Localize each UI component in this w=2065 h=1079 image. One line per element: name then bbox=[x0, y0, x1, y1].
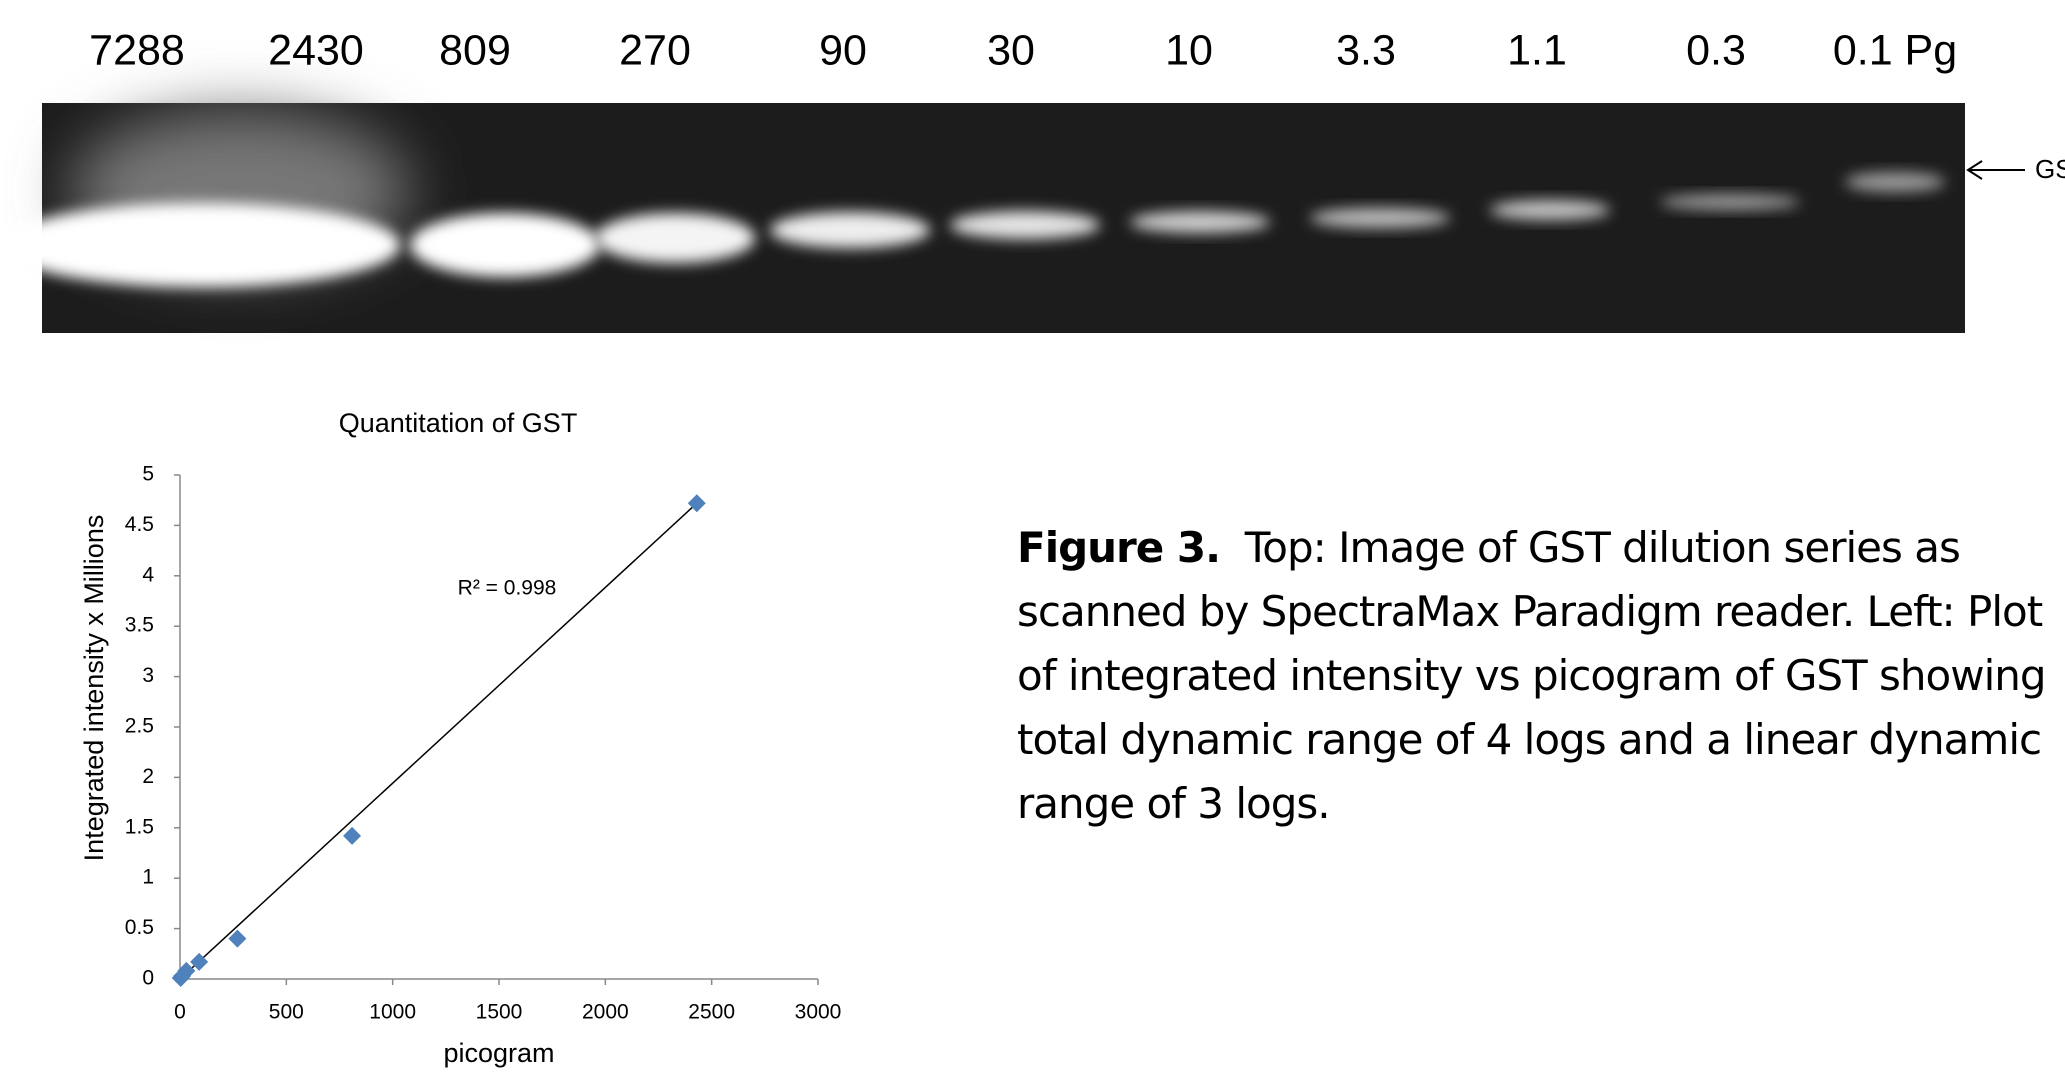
lane-label: 1.1 bbox=[1507, 26, 1567, 74]
y-axis-label: Integrated intensity x Millions bbox=[79, 515, 109, 862]
y-tick-label: 1 bbox=[142, 866, 154, 889]
page: GST Quantitation of GST picogram Integra… bbox=[0, 0, 2065, 1079]
caption: Figure 3. Top: Image of GST dilution ser… bbox=[1017, 516, 2057, 836]
y-tick-label: 2.5 bbox=[125, 715, 154, 738]
x-tick-label: 1000 bbox=[369, 1001, 416, 1024]
x-tick-label: 500 bbox=[269, 1001, 304, 1024]
x-tick-label: 2000 bbox=[582, 1001, 629, 1024]
x-tick-label: 1500 bbox=[476, 1001, 523, 1024]
trendline bbox=[180, 503, 697, 979]
y-tick-label: 4 bbox=[142, 563, 154, 586]
x-tick-label: 2500 bbox=[688, 1001, 735, 1024]
lane-label: 10 bbox=[1165, 26, 1213, 74]
chart-title: Quantitation of GST bbox=[339, 408, 578, 438]
lane-label: 3.3 bbox=[1336, 26, 1396, 74]
lane-label: 0.3 bbox=[1686, 26, 1746, 74]
trendline-label: R² = 0.998 bbox=[458, 577, 557, 600]
y-tick-label: 1.5 bbox=[125, 815, 154, 838]
lane-label: 7288 bbox=[89, 26, 185, 74]
y-tick-label: 0 bbox=[142, 967, 154, 990]
x-tick-label: 0 bbox=[174, 1001, 186, 1024]
lane-label: 90 bbox=[819, 26, 867, 74]
y-tick-label: 0.5 bbox=[125, 916, 154, 939]
data-point bbox=[343, 827, 361, 845]
x-axis-label: picogram bbox=[443, 1038, 554, 1068]
gel-marker-label: GST bbox=[2035, 154, 2065, 184]
lane-label: 809 bbox=[439, 26, 511, 74]
y-tick-label: 3.5 bbox=[125, 614, 154, 637]
gel-image bbox=[0, 103, 2025, 333]
lane-label: 0.1 Pg bbox=[1833, 26, 1957, 74]
lane-label: 270 bbox=[619, 26, 691, 74]
caption-label: Figure 3. bbox=[1017, 523, 1220, 572]
lane-label: 30 bbox=[987, 26, 1035, 74]
y-tick-label: 4.5 bbox=[125, 513, 154, 536]
x-tick-label: 3000 bbox=[795, 1001, 842, 1024]
y-tick-label: 2 bbox=[142, 765, 154, 788]
y-tick-label: 3 bbox=[142, 664, 154, 687]
y-tick-label: 5 bbox=[142, 463, 154, 486]
lane-label: 2430 bbox=[268, 26, 364, 74]
